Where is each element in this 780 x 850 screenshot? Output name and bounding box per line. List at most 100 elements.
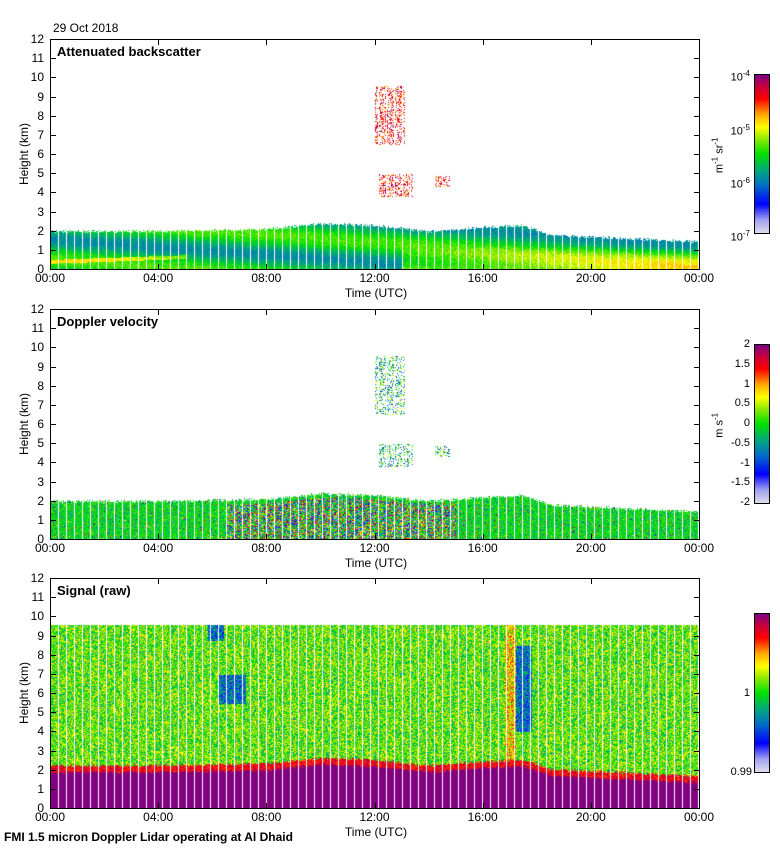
y-axis-label: Height (km) <box>17 661 31 724</box>
y-tick-mark <box>694 712 699 714</box>
y-tick-mark <box>694 154 699 155</box>
colorbar-tick: 0.99 <box>730 766 752 778</box>
y-tick-mark <box>51 154 56 155</box>
y-tick-mark <box>51 500 56 502</box>
y-tick-label: 2 <box>37 223 44 238</box>
y-tick-label: 11 <box>31 321 44 336</box>
y-tick-mark <box>51 385 56 387</box>
y-tick-mark <box>51 769 56 771</box>
y-tick-label: 1 <box>37 512 44 527</box>
y-tick-mark <box>694 96 699 98</box>
footer-caption: FMI 1.5 micron Doppler Lidar operating a… <box>4 830 293 844</box>
y-tick-label: 10 <box>30 70 44 85</box>
x-tick-label: 12:00 <box>359 810 390 824</box>
y-tick-mark <box>694 462 699 464</box>
x-tick-mark <box>158 803 160 808</box>
x-tick-mark <box>158 310 160 315</box>
x-tick-label: 20:00 <box>575 810 606 824</box>
y-tick-label: 3 <box>37 204 44 219</box>
y-tick-label: 5 <box>37 705 44 720</box>
signal-heatmap <box>51 579 699 808</box>
y-tick-mark <box>51 731 56 733</box>
colorbar-tick: 1 <box>743 377 750 390</box>
y-tick-mark <box>51 347 56 349</box>
y-tick-mark <box>51 519 56 521</box>
y-tick-mark <box>694 173 699 175</box>
x-tick-mark <box>482 264 484 269</box>
y-tick-mark <box>694 58 699 60</box>
colorbar-tick: 1 <box>743 687 750 699</box>
y-tick-label: 2 <box>37 762 44 777</box>
colorbar-tick: 10-5 <box>730 123 750 138</box>
x-tick-label: 08:00 <box>251 541 282 555</box>
x-tick-label: 04:00 <box>143 271 174 285</box>
y-tick-label: 8 <box>37 108 44 123</box>
y-axis-label: Height (km) <box>17 392 31 455</box>
y-tick-mark <box>51 788 56 790</box>
x-tick-mark <box>590 310 592 315</box>
y-tick-label: 2 <box>37 493 44 508</box>
y-tick-label: 11 <box>31 51 44 66</box>
y-tick-label: 10 <box>30 340 44 355</box>
y-axis-label: Height (km) <box>17 122 31 185</box>
x-tick-mark <box>266 310 268 315</box>
colorbar-tick: 2 <box>743 338 750 350</box>
y-tick-mark <box>694 249 699 251</box>
y-tick-label: 6 <box>37 147 44 161</box>
x-tick-label: 00:00 <box>34 541 66 555</box>
y-tick-mark <box>694 673 699 675</box>
y-tick-mark <box>51 134 56 136</box>
x-tick-mark <box>590 40 592 45</box>
x-axis-label: Time (UTC) <box>344 286 408 300</box>
y-tick-mark <box>51 424 56 425</box>
panel-title: Attenuated backscatter <box>57 44 201 59</box>
y-tick-mark <box>51 693 56 694</box>
colorbar-unit: m s-1 <box>710 412 726 438</box>
y-tick-label: 0 <box>37 262 44 276</box>
y-tick-mark <box>51 173 56 175</box>
y-tick-mark <box>694 769 699 771</box>
signal-colorbar <box>754 613 770 773</box>
x-tick-mark <box>266 534 268 539</box>
y-tick-label: 12 <box>30 571 44 585</box>
y-tick-label: 0 <box>37 801 44 815</box>
backscatter-heatmap <box>51 40 699 269</box>
x-tick-mark <box>590 803 592 808</box>
y-tick-label: 4 <box>37 724 44 739</box>
y-tick-mark <box>51 328 56 330</box>
y-tick-mark <box>694 134 699 136</box>
y-tick-mark <box>51 249 56 251</box>
x-tick-label: 20:00 <box>575 541 606 555</box>
y-tick-label: 9 <box>37 628 44 643</box>
x-tick-mark <box>158 40 160 45</box>
x-tick-mark <box>482 803 484 808</box>
y-tick-mark <box>694 635 699 637</box>
x-tick-mark <box>158 534 160 539</box>
panel-title: Signal (raw) <box>57 583 131 598</box>
y-tick-mark <box>51 597 56 599</box>
x-tick-mark <box>374 310 376 315</box>
y-tick-label: 6 <box>37 686 44 700</box>
y-tick-mark <box>694 788 699 790</box>
x-tick-label: 08:00 <box>251 271 282 285</box>
y-tick-mark <box>51 230 56 232</box>
colorbar-tick: -0.5 <box>731 436 750 449</box>
x-tick-label: 16:00 <box>467 271 498 285</box>
y-tick-mark <box>694 654 699 656</box>
x-tick-mark <box>158 579 160 584</box>
y-tick-label: 1 <box>37 242 44 257</box>
x-tick-mark <box>266 803 268 808</box>
y-tick-mark <box>694 481 699 483</box>
y-tick-mark <box>694 366 699 368</box>
y-tick-label: 6 <box>37 417 44 431</box>
y-tick-mark <box>51 404 56 406</box>
colorbar-tick: 0.5 <box>734 397 750 410</box>
y-tick-mark <box>694 404 699 406</box>
y-tick-mark <box>694 77 699 79</box>
y-tick-mark <box>694 616 699 618</box>
x-tick-label: 00:00 <box>683 810 715 824</box>
y-tick-mark <box>51 462 56 464</box>
y-tick-mark <box>51 750 56 752</box>
y-tick-mark <box>694 347 699 349</box>
x-axis-label: Time (UTC) <box>344 825 408 839</box>
